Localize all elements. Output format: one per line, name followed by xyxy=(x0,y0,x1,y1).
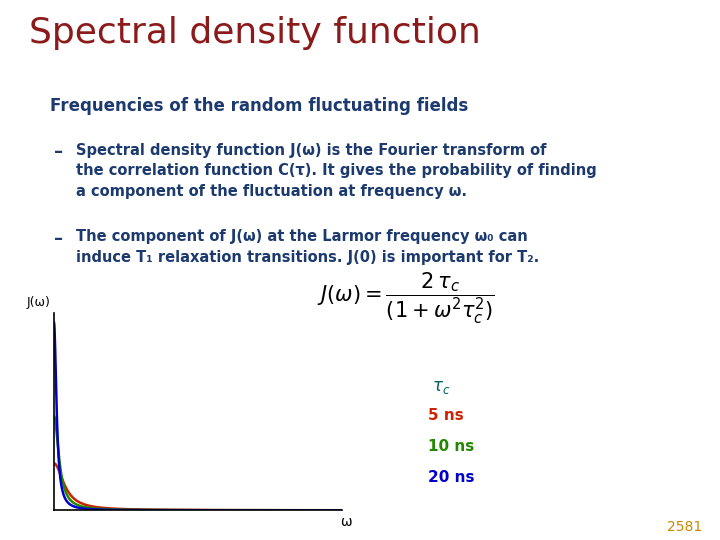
Text: Spectral density function: Spectral density function xyxy=(29,16,481,50)
Text: 2581: 2581 xyxy=(667,519,702,534)
Text: J(ω): J(ω) xyxy=(27,296,50,309)
Text: $J(\omega)=\dfrac{2\,\tau_c}{(1+\omega^2\tau_c^2)}$: $J(\omega)=\dfrac{2\,\tau_c}{(1+\omega^2… xyxy=(317,270,495,326)
Text: –: – xyxy=(54,143,63,161)
Text: The component of J(ω) at the Larmor frequency ω₀ can
induce T₁ relaxation transi: The component of J(ω) at the Larmor freq… xyxy=(76,230,539,265)
Text: Spectral density function J(ω) is the Fourier transform of
the correlation funct: Spectral density function J(ω) is the Fo… xyxy=(76,143,596,199)
Text: 10 ns: 10 ns xyxy=(428,439,474,454)
Text: 5 ns: 5 ns xyxy=(428,408,464,423)
Text: 20 ns: 20 ns xyxy=(428,470,475,485)
Text: Frequencies of the random fluctuating fields: Frequencies of the random fluctuating fi… xyxy=(50,97,469,115)
Text: –: – xyxy=(54,230,63,247)
Text: ω: ω xyxy=(340,515,351,529)
Text: $\tau_c$: $\tau_c$ xyxy=(432,378,450,396)
